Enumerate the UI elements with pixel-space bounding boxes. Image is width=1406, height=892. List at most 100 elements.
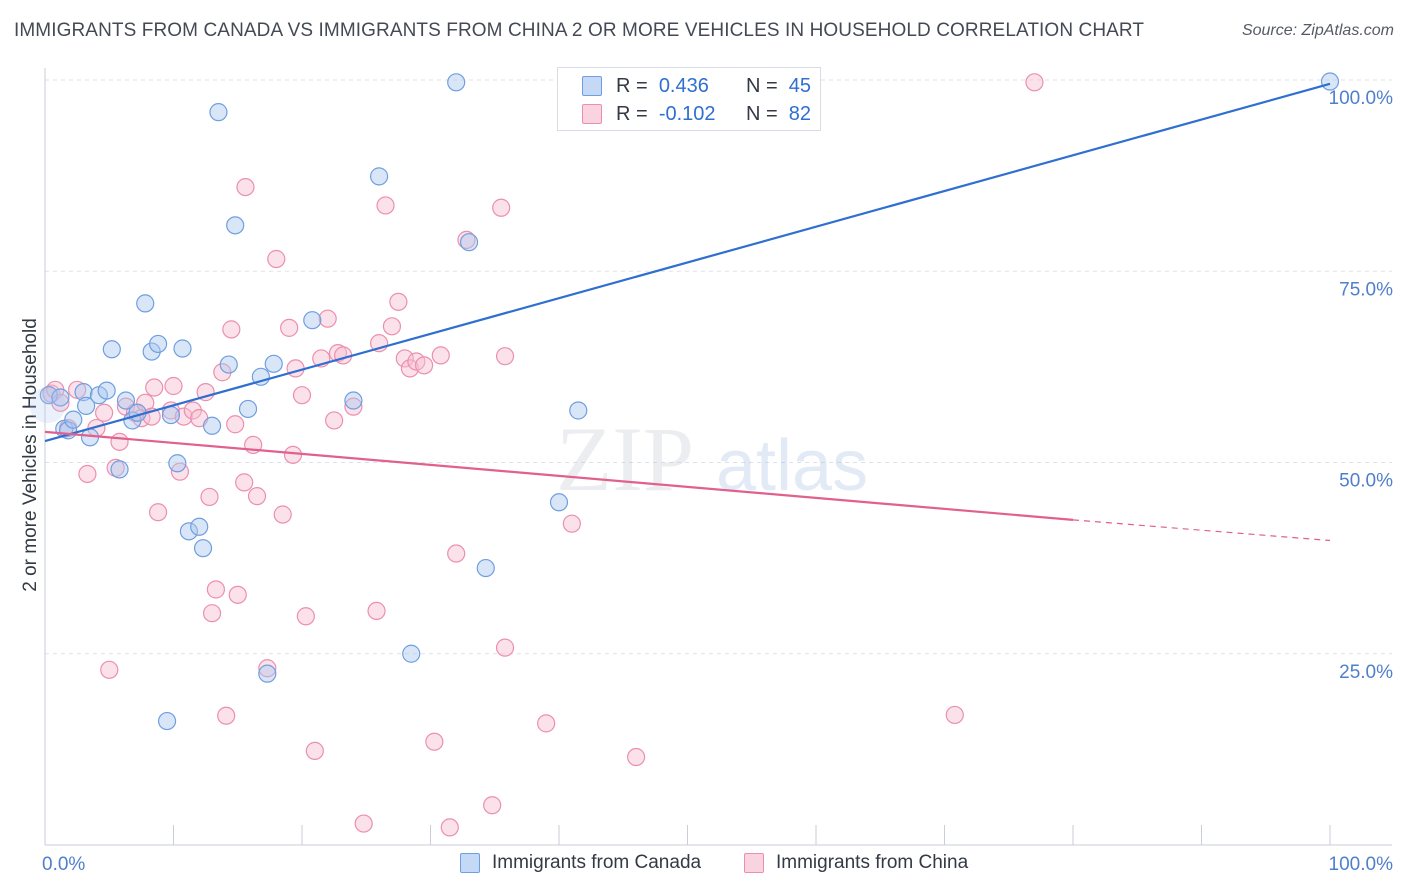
china-point (206, 580, 226, 599)
canada-point (202, 416, 222, 435)
canada-point (303, 311, 322, 330)
canada-point (569, 401, 588, 420)
y-tick-label: 25.0% (1339, 662, 1393, 683)
canada-point (179, 522, 199, 541)
china-point (344, 397, 363, 416)
legend-canada-n-label: N = (745, 74, 778, 97)
china-point (354, 814, 373, 833)
china-point (222, 320, 241, 339)
china-point (447, 544, 466, 563)
canada-point (258, 664, 277, 683)
canada-point (168, 454, 187, 473)
axes (44, 68, 1392, 846)
legend-china-n-value: 82 (788, 102, 811, 125)
y-tick-label: 75.0% (1339, 279, 1393, 300)
canada-point (549, 493, 569, 512)
source-credit: Source: ZipAtlas.com (1241, 22, 1394, 39)
canada-point (209, 103, 228, 122)
watermark-zip: ZIP (556, 408, 694, 510)
china-point (440, 818, 459, 837)
china-point (457, 230, 476, 249)
trendline-china-extension (1072, 519, 1331, 542)
trendline-china (44, 430, 1074, 521)
correlation-legend: R = 0.436 N = 45 R = -0.102 N = 82 (557, 67, 821, 131)
china-point (217, 706, 236, 725)
china-point (283, 445, 303, 464)
china-point (200, 487, 219, 507)
series-canada-points (29, 72, 1340, 731)
legend-swatch-canada (582, 76, 602, 96)
x-tick-label-max: 100.0% (1329, 854, 1394, 875)
china-point (228, 585, 247, 604)
canada-point (136, 294, 155, 313)
china-point (296, 607, 315, 626)
china-point (483, 796, 502, 815)
watermark-atlas: atlas (716, 426, 868, 506)
canada-point (219, 355, 238, 374)
chart-title: IMMIGRANTS FROM CANADA VS IMMIGRANTS FRO… (14, 20, 1145, 41)
china-point (414, 356, 434, 375)
grid-lines (45, 79, 1392, 655)
canada-point (161, 405, 181, 425)
canada-cluster-point (29, 387, 66, 424)
canada-point (447, 73, 466, 92)
china-point (280, 318, 299, 337)
canada-point (74, 383, 93, 402)
china-point (495, 638, 515, 657)
china-point (492, 198, 511, 217)
canada-point (344, 391, 363, 410)
china-point (325, 411, 344, 430)
china-point (395, 349, 414, 368)
china-point (400, 359, 420, 378)
canada-point (97, 381, 116, 400)
china-point (945, 705, 964, 725)
trendline-canada (44, 82, 1331, 443)
y-tick-label: 100.0% (1329, 88, 1394, 109)
bottom-legend-label-china: Immigrants from China (776, 852, 969, 873)
china-point (367, 601, 386, 621)
legend-china-n-label: N = (745, 102, 778, 125)
y-tick-label: 50.0% (1339, 471, 1393, 492)
china-point (376, 196, 395, 215)
x-tick-label-min: 0.0% (42, 854, 85, 875)
china-point (382, 317, 402, 336)
canada-point (173, 339, 192, 358)
canada-point (264, 354, 283, 373)
legend-row-canada: R = 0.436 N = 45 (582, 73, 811, 99)
legend-row-china: R = -0.102 N = 82 (582, 101, 811, 127)
bottom-legend-china: Immigrants from China (744, 852, 968, 874)
canada-point (476, 558, 495, 578)
canada-point (370, 167, 389, 186)
china-point (78, 464, 97, 484)
canada-point (193, 539, 213, 558)
china-point (495, 347, 515, 366)
canada-point (1320, 72, 1340, 91)
series-china-points (42, 73, 1044, 837)
china-point (164, 376, 183, 396)
china-point (226, 415, 245, 434)
canada-point (39, 386, 58, 405)
bottom-legend-label-canada: Immigrants from Canada (492, 852, 702, 873)
x-tick-labels: 0.0% 100.0% (42, 854, 1393, 875)
china-point (389, 292, 408, 311)
trendlines (44, 82, 1331, 542)
watermark: ZIP atlas (556, 408, 868, 510)
china-point (626, 747, 646, 767)
canada-point (51, 388, 70, 407)
canada-point (148, 334, 168, 354)
china-point (1025, 73, 1044, 92)
y-tick-labels: 25.0% 50.0% 75.0% 100.0% (1329, 88, 1394, 683)
legend-canada-n-value: 45 (788, 74, 811, 97)
legend-canada-r-label: R = (616, 74, 648, 97)
china-point (100, 660, 119, 679)
china-point (258, 659, 277, 678)
china-point (562, 514, 581, 533)
china-point (318, 309, 337, 328)
canada-point (402, 644, 421, 663)
canada-point (157, 711, 177, 731)
china-point (305, 741, 324, 761)
y-axis-label: 2 or more Vehicles in Household (20, 318, 41, 592)
bottom-legend-swatch-canada (460, 853, 480, 873)
canada-point (459, 233, 479, 252)
china-point (110, 432, 129, 451)
